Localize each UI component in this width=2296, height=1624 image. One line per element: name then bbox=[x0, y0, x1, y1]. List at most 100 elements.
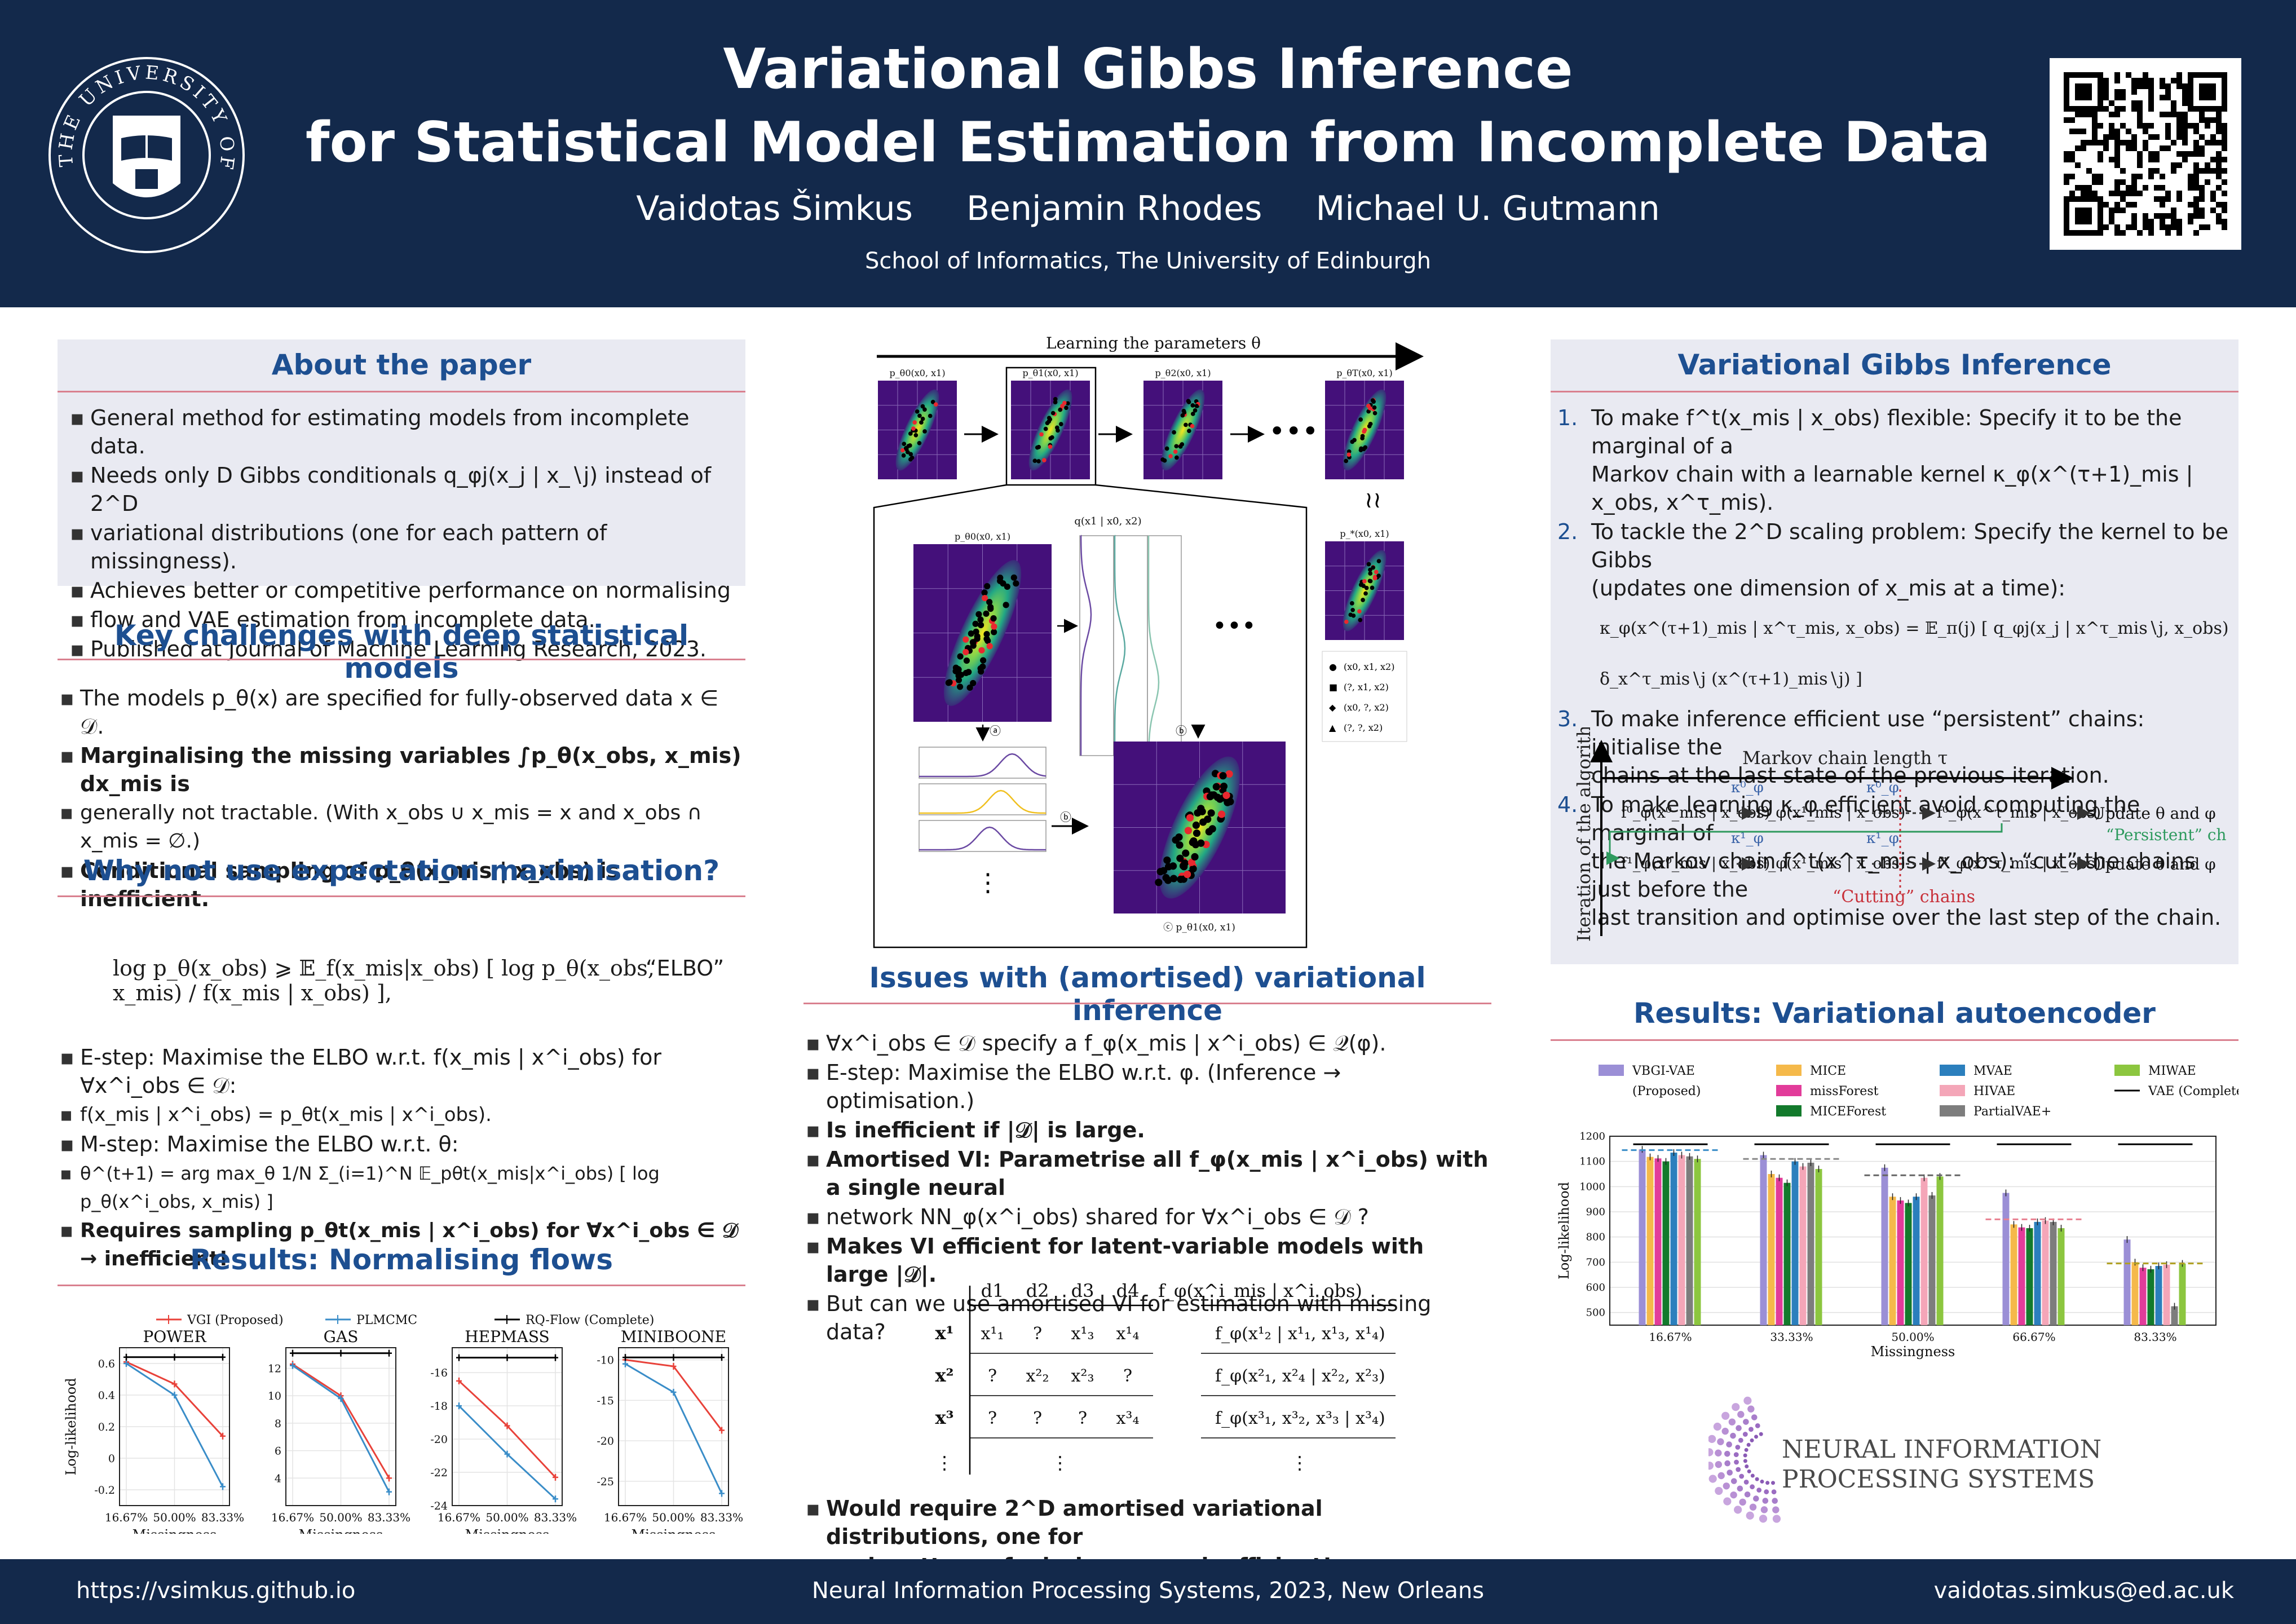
sample-point bbox=[1193, 829, 1201, 837]
sample-point bbox=[974, 633, 981, 640]
logo-dot bbox=[1715, 1449, 1722, 1457]
tick-label: 0.2 bbox=[98, 1421, 115, 1433]
tick-label: 1000 bbox=[1579, 1181, 1605, 1193]
sample-point bbox=[1176, 841, 1184, 849]
logo-dot bbox=[1730, 1478, 1737, 1484]
bar bbox=[1799, 1166, 1807, 1325]
vgi-title: Variational Gibbs Inference bbox=[1677, 348, 2112, 381]
sample-point bbox=[1060, 404, 1065, 408]
sample-point bbox=[1187, 858, 1196, 866]
poster-title-line1: Variational Gibbs Inference bbox=[723, 37, 1573, 102]
sample-point bbox=[1199, 818, 1207, 826]
learning-diagram: Learning the parameters θ p_θ0(x0, x1) p_θ… bbox=[873, 334, 1424, 948]
logo-dot bbox=[1734, 1506, 1742, 1514]
sample-point bbox=[1010, 574, 1017, 581]
sample-point bbox=[970, 679, 977, 687]
logo-dot bbox=[1749, 1503, 1757, 1511]
logo-dot bbox=[1743, 1479, 1749, 1485]
x-axis-label: Missingness bbox=[632, 1527, 716, 1534]
sample-point bbox=[987, 604, 994, 611]
sample-point bbox=[1213, 793, 1221, 801]
sample-point bbox=[1053, 400, 1058, 405]
sample-point bbox=[962, 636, 969, 643]
sample-point bbox=[979, 663, 986, 670]
sample-point bbox=[1177, 875, 1185, 883]
qr-code[interactable] bbox=[2050, 58, 2241, 250]
plot-frame bbox=[618, 1347, 729, 1506]
sample-point bbox=[1180, 863, 1188, 871]
sample-point bbox=[1062, 400, 1067, 405]
list-item: M-step: Maximise the ELBO w.r.t. θ: bbox=[58, 1130, 745, 1158]
tick-label: 16.67% bbox=[604, 1511, 647, 1524]
bar bbox=[1760, 1155, 1767, 1325]
sample-point bbox=[1197, 805, 1205, 813]
logo-dot bbox=[1745, 1464, 1749, 1468]
logo-dot bbox=[1736, 1467, 1741, 1472]
sample-point bbox=[1372, 576, 1377, 581]
sample-point bbox=[972, 620, 979, 627]
table-header: d1 bbox=[981, 1280, 1004, 1301]
sample-point bbox=[1350, 601, 1354, 606]
tick-label: 6 bbox=[275, 1445, 281, 1458]
sample-point bbox=[1156, 868, 1164, 876]
logo-dot bbox=[1765, 1481, 1770, 1485]
sample-point bbox=[1220, 782, 1228, 791]
list-item: ∀x^i_obs ∈ 𝒟 specify a f_φ(x_mis | x^i_o… bbox=[803, 1029, 1491, 1057]
table-header: f_φ(x^i_mis | x^i_obs) bbox=[1158, 1280, 1362, 1301]
tick-label: 600 bbox=[1586, 1282, 1605, 1294]
table-cell: f_φ(x¹₂ | x¹₁, x¹₃, x¹₄) bbox=[1215, 1324, 1385, 1344]
logo-dot bbox=[1717, 1472, 1725, 1480]
sample-point bbox=[1371, 565, 1376, 570]
bar bbox=[2034, 1221, 2041, 1325]
bar bbox=[1776, 1177, 1783, 1325]
website-link[interactable]: https://vsimkus.github.io bbox=[76, 1578, 356, 1604]
missingness-table: d1 d2 d3 d4 f_φ(x^i_mis | x^i_obs) x¹ x¹₁? x¹₃ x… bbox=[935, 1280, 1396, 1475]
density-panel: p_θ0(x0, x1) bbox=[878, 368, 957, 479]
logo-dot bbox=[1730, 1432, 1736, 1439]
tick-label: -10 bbox=[597, 1354, 614, 1367]
legend-label: (x0, ?, x2) bbox=[1344, 702, 1389, 713]
sample-point bbox=[1064, 405, 1068, 411]
sample-point bbox=[1163, 856, 1171, 864]
sample-point bbox=[1191, 853, 1199, 861]
tick-label: 50.00% bbox=[319, 1511, 362, 1524]
vgi-step: 3. To make inference efficient use “persi… bbox=[1557, 707, 2145, 788]
density-panel: p_θ0(x0, x1) bbox=[913, 531, 1052, 722]
logo-dot bbox=[1738, 1437, 1743, 1443]
logo-dot bbox=[1727, 1469, 1733, 1476]
email-link[interactable]: vaidotas.simkus@ed.ac.uk bbox=[1933, 1578, 2234, 1604]
density-panel: p_θ2(x0, x1) bbox=[1143, 368, 1222, 479]
sample-point bbox=[1362, 427, 1367, 433]
logo-dot bbox=[1721, 1411, 1730, 1420]
elbo-label: “ELBO” bbox=[646, 956, 725, 981]
sample-point bbox=[977, 616, 984, 623]
sample-point bbox=[984, 637, 991, 644]
tick-label: 12 bbox=[268, 1363, 281, 1375]
legend-marker: ▲ bbox=[1329, 722, 1336, 733]
density-panel: p_θT(x0, x1) bbox=[1325, 368, 1404, 479]
sample-point bbox=[930, 400, 935, 404]
tick-label: 50.00% bbox=[485, 1511, 528, 1524]
sample-point bbox=[1164, 446, 1169, 451]
tick-label: 0 bbox=[108, 1453, 115, 1465]
chain-state: f⁰_φ(x¹_mis | x_obs) bbox=[1756, 804, 1905, 822]
bar bbox=[2171, 1306, 2178, 1325]
panel-label: p_θ0(x0, x1) bbox=[955, 531, 1010, 542]
tick-label: 0.4 bbox=[98, 1389, 115, 1402]
conference-label: Neural Information Processing Systems, 2… bbox=[811, 1578, 1485, 1604]
sample-point bbox=[1173, 449, 1178, 454]
logo-dot bbox=[1749, 1427, 1754, 1432]
legend-label: VGI (Proposed) bbox=[187, 1313, 284, 1327]
table-header: d3 bbox=[1071, 1280, 1094, 1301]
sample-point bbox=[952, 668, 959, 674]
list-item: But can we use amortised VI for estimati… bbox=[803, 1290, 1491, 1346]
bar bbox=[2002, 1193, 2010, 1325]
logo-dot bbox=[1744, 1491, 1751, 1498]
sample-point bbox=[1053, 397, 1058, 401]
sample-point bbox=[1172, 430, 1176, 435]
sample-point bbox=[1039, 432, 1044, 437]
logo-dot bbox=[1708, 1448, 1714, 1457]
sample-point bbox=[990, 615, 997, 622]
sample-point bbox=[1346, 452, 1352, 457]
table-cell: x³₄ bbox=[1116, 1409, 1140, 1428]
